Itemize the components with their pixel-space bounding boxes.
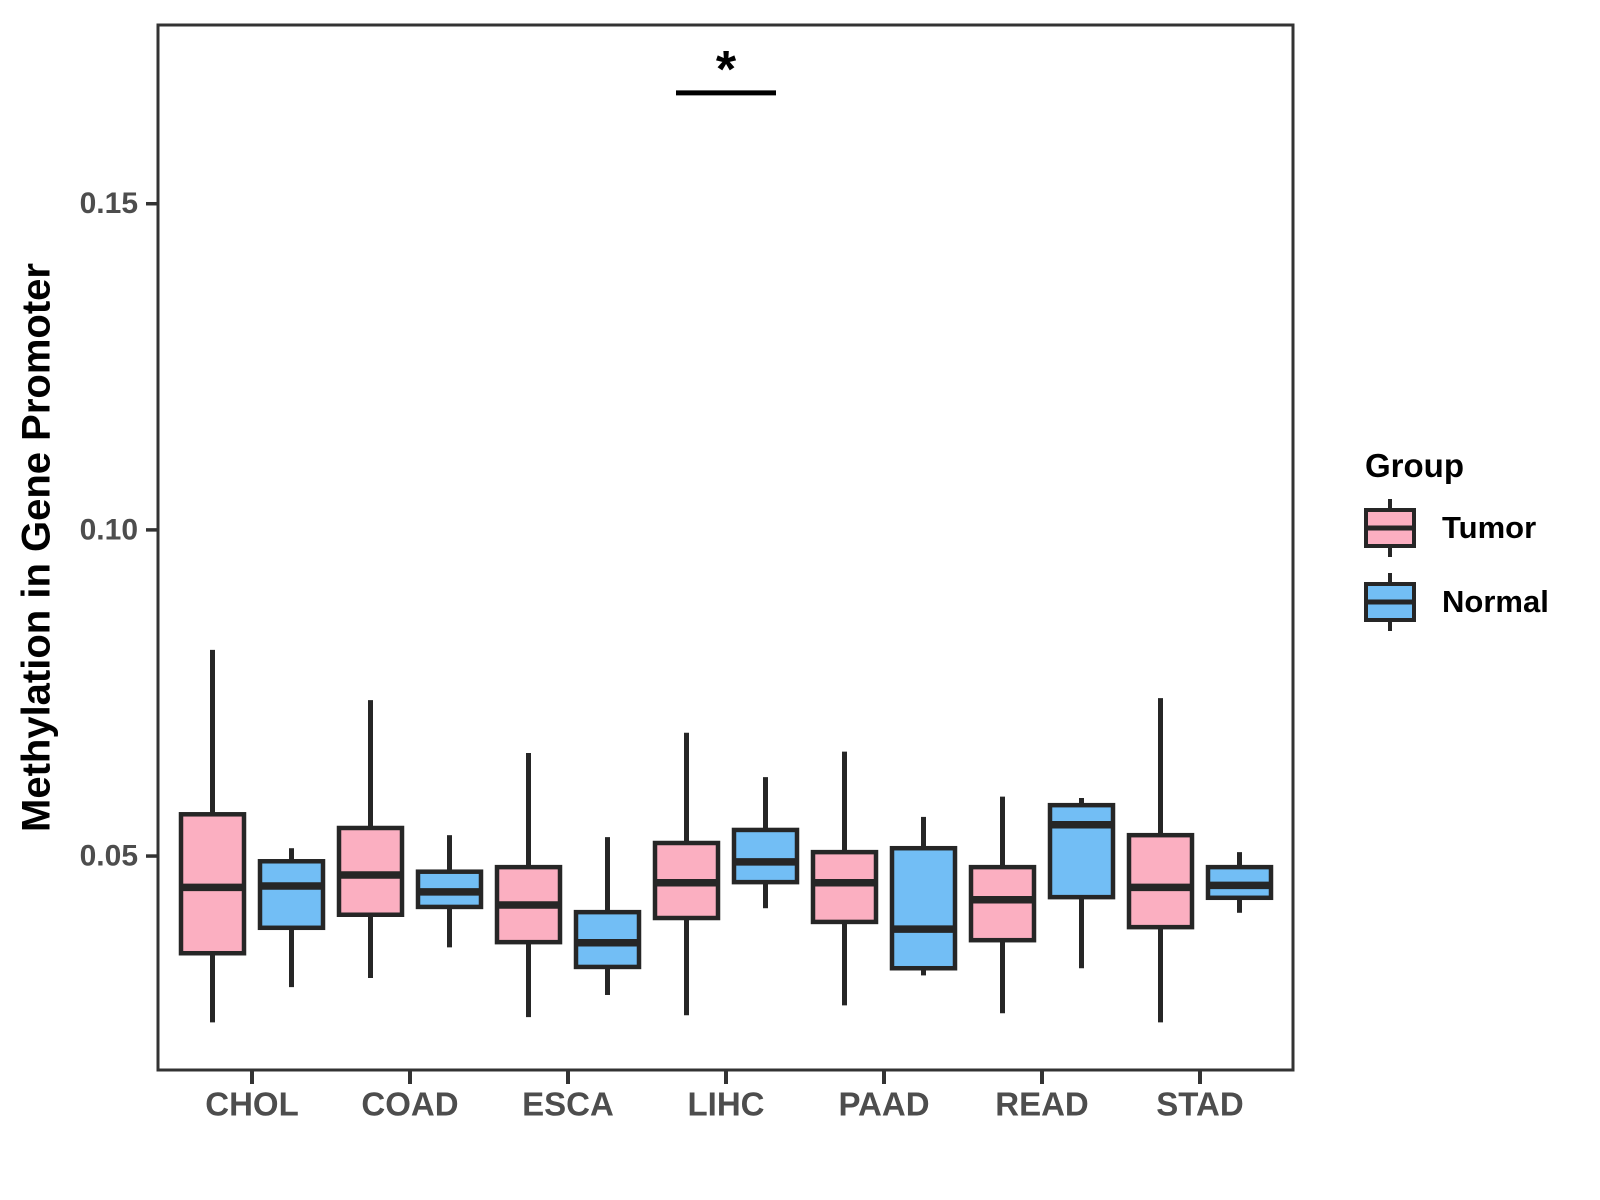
legend-label-normal: Normal — [1442, 584, 1549, 619]
box-Normal-READ — [1047, 802, 1116, 900]
significance-star: * — [716, 41, 737, 99]
legend: Group Tumor Normal — [1363, 447, 1549, 647]
normal-boxplot-key-icon — [1364, 573, 1416, 631]
panel-border — [156, 23, 1295, 1072]
y-tick-label-0.10: 0.10 — [80, 513, 138, 546]
box-Tumor-READ — [968, 864, 1037, 943]
box-Normal-PAAD — [889, 845, 958, 971]
category-label-READ: READ — [995, 1086, 1089, 1123]
category-label-PAAD: PAAD — [838, 1086, 929, 1123]
category-label-STAD: STAD — [1156, 1086, 1243, 1123]
category-label-ESCA: ESCA — [522, 1086, 614, 1123]
category-label-COAD: COAD — [361, 1086, 458, 1123]
box-Normal-CHOL — [257, 859, 326, 931]
legend-item-tumor: Tumor — [1363, 499, 1549, 557]
y-tick-label-0.15: 0.15 — [80, 187, 138, 220]
box-Normal-LIHC — [731, 827, 800, 885]
tumor-boxplot-key-icon — [1364, 499, 1416, 557]
legend-title: Group — [1365, 447, 1464, 484]
box-Tumor-STAD — [1126, 832, 1195, 930]
box-Tumor-PAAD — [810, 849, 879, 925]
category-label-CHOL: CHOL — [205, 1086, 299, 1123]
y-axis-title: Methylation in Gene Promoter — [14, 263, 59, 832]
category-label-LIHC: LIHC — [688, 1086, 765, 1123]
legend-label-tumor: Tumor — [1442, 510, 1537, 545]
y-tick-label-0.05: 0.05 — [80, 840, 138, 873]
legend-item-normal: Normal — [1363, 573, 1549, 631]
